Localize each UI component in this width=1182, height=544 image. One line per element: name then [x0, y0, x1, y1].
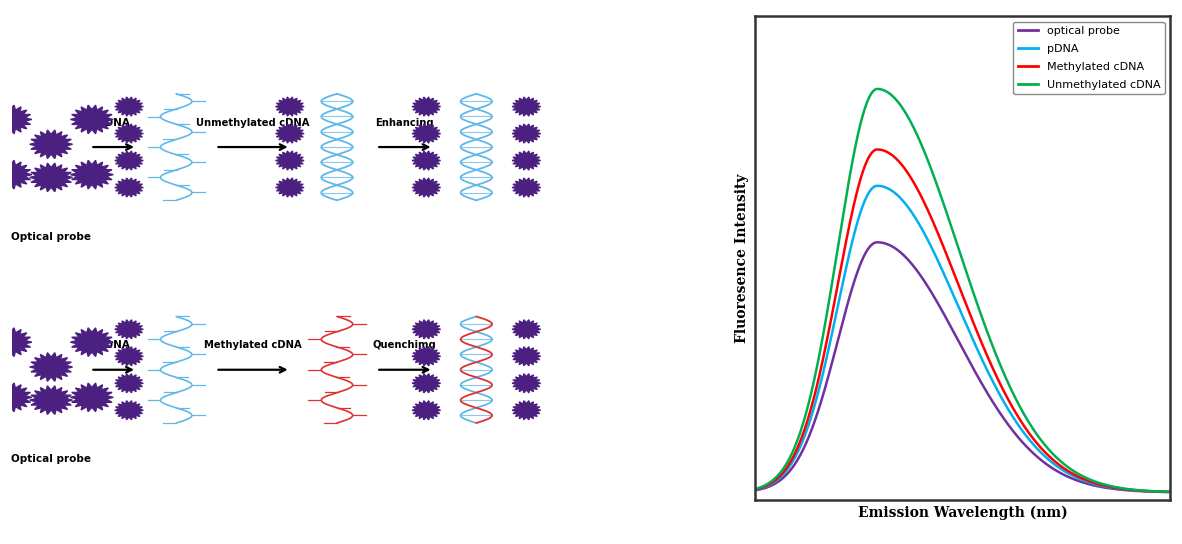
Polygon shape [413, 320, 441, 339]
optical probe [993, 410, 1007, 417]
Polygon shape [71, 160, 113, 189]
Text: Methylated cDNA: Methylated cDNA [204, 341, 301, 350]
optical probe [936, 310, 950, 317]
Line: optical probe: optical probe [754, 242, 1170, 492]
Methylated cDNA [1026, 435, 1040, 441]
Methylated cDNA [747, 486, 761, 493]
Polygon shape [413, 401, 441, 420]
Polygon shape [115, 151, 143, 170]
Unmethylated cDNA [936, 200, 950, 206]
Methylated cDNA [821, 331, 836, 337]
Polygon shape [275, 124, 304, 143]
Text: pDNA: pDNA [97, 118, 130, 128]
Polygon shape [115, 401, 143, 420]
Polygon shape [115, 347, 143, 366]
Polygon shape [115, 178, 143, 197]
Text: Optical probe: Optical probe [11, 454, 91, 465]
optical probe [870, 239, 884, 245]
Polygon shape [512, 124, 540, 143]
Polygon shape [413, 124, 441, 143]
Polygon shape [413, 151, 441, 170]
Polygon shape [115, 320, 143, 339]
optical probe [855, 258, 869, 265]
pDNA [870, 183, 884, 189]
Y-axis label: Fluoresence Intensity: Fluoresence Intensity [735, 174, 749, 343]
Unmethylated cDNA [1061, 464, 1076, 471]
Polygon shape [275, 151, 304, 170]
pDNA [855, 206, 869, 213]
optical probe [1061, 474, 1076, 480]
Unmethylated cDNA [747, 486, 761, 492]
Polygon shape [275, 97, 304, 116]
Methylated cDNA [855, 172, 869, 179]
Polygon shape [115, 374, 143, 393]
X-axis label: Emission Wavelength (nm): Emission Wavelength (nm) [858, 506, 1067, 521]
Unmethylated cDNA [855, 116, 869, 123]
Polygon shape [413, 347, 441, 366]
pDNA [1061, 470, 1076, 477]
Polygon shape [413, 97, 441, 116]
Polygon shape [0, 328, 32, 356]
Polygon shape [0, 383, 32, 412]
optical probe [1026, 449, 1040, 456]
Polygon shape [71, 328, 113, 356]
optical probe [747, 487, 761, 493]
Text: Optical probe: Optical probe [11, 232, 91, 242]
optical probe [821, 374, 836, 380]
Unmethylated cDNA [1026, 425, 1040, 432]
Text: pDNA: pDNA [97, 341, 130, 350]
Polygon shape [30, 386, 72, 415]
pDNA [1026, 441, 1040, 447]
Methylated cDNA [1061, 468, 1076, 474]
Text: Enhancing: Enhancing [376, 118, 434, 128]
Unmethylated cDNA [821, 302, 836, 309]
Text: Quenchimg: Quenchimg [374, 341, 436, 350]
pDNA [1163, 489, 1177, 495]
Polygon shape [30, 163, 72, 191]
Polygon shape [30, 130, 72, 159]
Methylated cDNA [1163, 489, 1177, 495]
Line: Methylated cDNA: Methylated cDNA [754, 150, 1170, 492]
Methylated cDNA [993, 381, 1007, 387]
pDNA [993, 392, 1007, 399]
Line: Unmethylated cDNA: Unmethylated cDNA [754, 89, 1170, 492]
Unmethylated cDNA [993, 362, 1007, 368]
Polygon shape [512, 151, 540, 170]
pDNA [936, 269, 950, 276]
Polygon shape [512, 97, 540, 116]
Polygon shape [512, 347, 540, 366]
Polygon shape [512, 374, 540, 393]
Polygon shape [0, 160, 32, 189]
Polygon shape [512, 320, 540, 339]
Polygon shape [512, 401, 540, 420]
pDNA [821, 348, 836, 354]
Legend: optical probe, pDNA, Methylated cDNA, Unmethylated cDNA: optical probe, pDNA, Methylated cDNA, Un… [1013, 22, 1164, 94]
Polygon shape [413, 374, 441, 393]
Line: pDNA: pDNA [754, 186, 1170, 492]
Polygon shape [115, 124, 143, 143]
Polygon shape [30, 353, 72, 381]
Polygon shape [512, 178, 540, 197]
pDNA [747, 487, 761, 493]
Unmethylated cDNA [870, 86, 884, 92]
Polygon shape [413, 178, 441, 197]
Polygon shape [71, 383, 113, 412]
Polygon shape [71, 105, 113, 134]
Unmethylated cDNA [1163, 489, 1177, 495]
Text: Unmethylated cDNA: Unmethylated cDNA [196, 118, 310, 128]
Methylated cDNA [936, 243, 950, 250]
optical probe [1163, 489, 1177, 495]
Polygon shape [0, 105, 32, 134]
Methylated cDNA [870, 146, 884, 153]
Polygon shape [115, 97, 143, 116]
Polygon shape [275, 178, 304, 197]
